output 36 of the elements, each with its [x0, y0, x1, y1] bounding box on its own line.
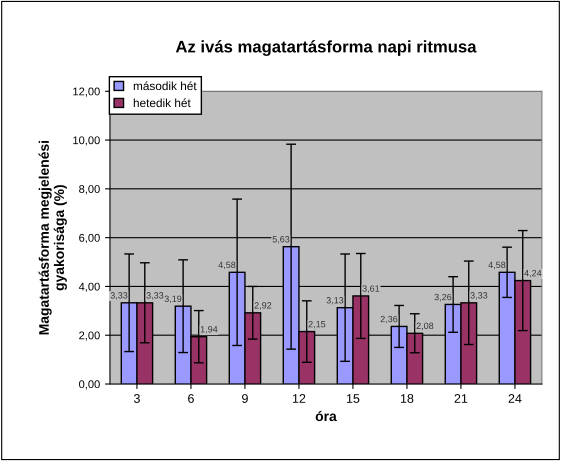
x-tick-label: 21 [454, 394, 468, 403]
x-tick-label: 3 [134, 394, 140, 403]
x-tick-label: 18 [400, 394, 414, 403]
y-tick-label: 0,00 [79, 380, 100, 390]
x-tick-label: 12 [292, 394, 306, 403]
x-tick-label: 24 [508, 394, 522, 403]
data-label: 3,61 [362, 285, 380, 293]
data-label: 4,58 [488, 262, 506, 270]
data-label: 3,33 [110, 292, 128, 300]
data-label: 3,33 [470, 292, 488, 300]
y-tick-label: 10,00 [73, 136, 100, 146]
data-label: 3,13 [326, 297, 344, 304]
data-label: 5,63 [272, 236, 290, 244]
data-label: 2,08 [416, 322, 434, 330]
data-label: 2,92 [254, 302, 272, 310]
data-label: 4,58 [218, 262, 236, 270]
data-label: 3,26 [434, 294, 452, 302]
x-tick-label: 6 [188, 394, 194, 403]
data-label: 1,94 [200, 326, 218, 334]
y-tick-label: 4,00 [78, 282, 100, 292]
y-tick-label: 8,00 [79, 185, 100, 194]
x-tick-label: 9 [242, 394, 248, 403]
legend-label: második hét [134, 81, 197, 90]
data-label: 2,15 [308, 320, 326, 328]
x-tick-label: 15 [346, 394, 360, 403]
x-axis-title: óra [316, 410, 337, 422]
data-label: 2,36 [380, 316, 398, 324]
chart-title: Az ivás magatartásforma napi ritmusa [176, 40, 477, 56]
data-label: 3,33 [146, 292, 164, 300]
data-label: 4,24 [524, 270, 542, 278]
y-tick-label: 12,00 [73, 88, 100, 97]
y-axis-title: Magatartásforma megjelenési gyakorisága (%) [38, 140, 67, 334]
y-tick-label: 6,00 [79, 234, 100, 244]
y-tick-label: 2,00 [79, 331, 100, 341]
data-label: 3,19 [164, 296, 182, 304]
legend-label: hetedik hét [134, 98, 191, 108]
